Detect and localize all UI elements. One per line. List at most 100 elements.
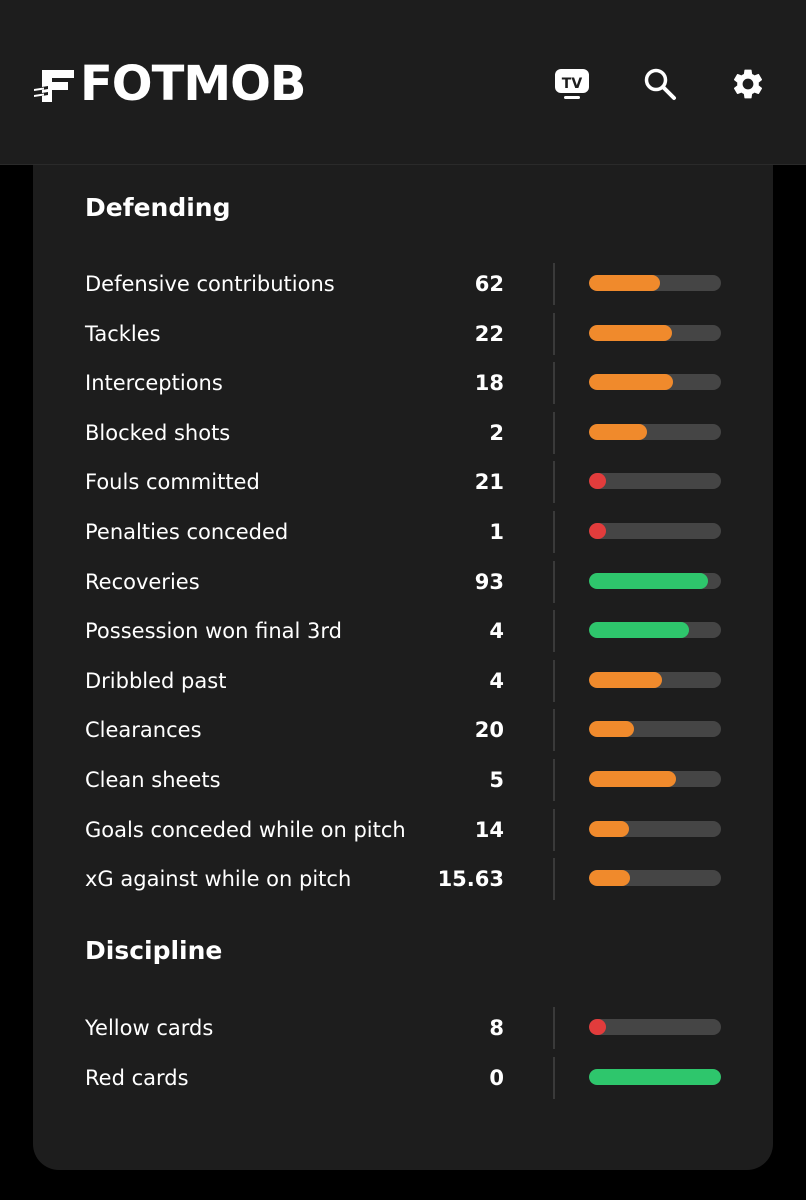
stat-label: Goals conceded while on pitch <box>85 817 406 842</box>
stat-value: 8 <box>489 1016 504 1040</box>
stat-label: Possession won final 3rd <box>85 619 342 644</box>
stat-value: 21 <box>474 470 504 495</box>
stat-label: Fouls committed <box>85 470 260 495</box>
stat-label: Red cards <box>85 1065 189 1090</box>
percentile-bar-fill <box>589 622 689 639</box>
stat-divider <box>553 610 555 653</box>
percentile-bar <box>589 473 721 490</box>
percentile-bar <box>589 374 721 391</box>
stat-row[interactable]: Fouls committed 21 <box>33 461 773 504</box>
stat-divider <box>553 560 555 603</box>
percentile-bar <box>589 820 721 837</box>
settings-button[interactable] <box>724 60 772 108</box>
tv-icon: TV <box>555 69 589 99</box>
percentile-bar-fill <box>589 523 606 539</box>
fotmob-logo[interactable]: FOTMOB <box>34 58 306 110</box>
stat-row[interactable]: Yellow cards 8 <box>33 1007 773 1049</box>
stat-label: Recoveries <box>85 569 200 594</box>
percentile-bar <box>589 771 721 787</box>
percentile-bar-fill <box>589 721 634 738</box>
stat-value: 15.63 <box>437 867 504 892</box>
percentile-bar <box>589 275 721 291</box>
section-title-defending: Defending <box>85 193 231 222</box>
percentile-bar <box>589 870 721 887</box>
stat-divider <box>553 312 555 355</box>
percentile-bar <box>589 622 721 639</box>
stat-label: xG against while on pitch <box>85 867 352 892</box>
stat-divider <box>553 362 555 405</box>
percentile-bar-fill <box>589 671 662 688</box>
stat-divider <box>553 461 555 504</box>
stat-value: 20 <box>474 718 504 743</box>
stat-value: 62 <box>474 272 504 296</box>
percentile-bar <box>589 671 721 688</box>
percentile-bar <box>589 324 721 341</box>
stat-row[interactable]: Red cards 0 <box>33 1056 773 1099</box>
stat-value: 93 <box>474 569 504 594</box>
stat-divider <box>553 709 555 752</box>
stat-row[interactable]: Dribbled past 4 <box>33 659 773 702</box>
percentile-bar-fill <box>589 870 630 887</box>
stats-card: Defending Defensive contributions 62 Tackl… <box>33 165 773 1170</box>
svg-text:TV: TV <box>562 76 583 92</box>
stat-label: Defensive contributions <box>85 272 335 296</box>
stat-value: 4 <box>489 668 504 693</box>
stat-label: Penalties conceded <box>85 520 289 544</box>
stat-row[interactable]: Clearances 20 <box>33 709 773 752</box>
percentile-bar-fill <box>589 1068 721 1085</box>
stat-value: 4 <box>489 619 504 644</box>
stat-row[interactable]: Possession won final 3rd 4 <box>33 610 773 653</box>
percentile-bar-fill <box>589 820 629 837</box>
percentile-bar-fill <box>589 572 708 589</box>
stat-divider <box>553 808 555 851</box>
stat-row[interactable]: Penalties conceded 1 <box>33 511 773 553</box>
percentile-bar <box>589 572 721 589</box>
stat-value: 5 <box>489 768 504 792</box>
stat-value: 22 <box>474 321 504 346</box>
section-title-discipline: Discipline <box>85 936 223 965</box>
stat-label: Blocked shots <box>85 420 231 445</box>
stat-value: 0 <box>489 1065 504 1090</box>
stat-label: Clearances <box>85 718 202 743</box>
tv-button[interactable]: TV <box>548 60 596 108</box>
stat-value: 18 <box>474 371 504 396</box>
percentile-bar-fill <box>589 275 660 291</box>
stat-divider <box>553 659 555 702</box>
stat-value: 14 <box>474 817 504 842</box>
stat-row[interactable]: Blocked shots 2 <box>33 411 773 454</box>
percentile-bar <box>589 423 721 440</box>
stat-divider <box>553 1056 555 1099</box>
stat-divider <box>553 411 555 454</box>
percentile-bar-fill <box>589 324 672 341</box>
percentile-bar-fill <box>589 374 673 391</box>
search-button[interactable] <box>636 60 684 108</box>
stat-label: Tackles <box>85 321 161 346</box>
percentile-bar-fill <box>589 1019 606 1035</box>
fotmob-logo-mark-icon <box>34 70 74 102</box>
settings-gear-icon <box>733 69 763 99</box>
stat-value: 1 <box>489 520 504 544</box>
stat-divider <box>553 759 555 801</box>
stat-value: 2 <box>489 420 504 445</box>
stat-row[interactable]: Interceptions 18 <box>33 362 773 405</box>
stat-label: Clean sheets <box>85 768 221 792</box>
stat-divider <box>553 858 555 901</box>
stat-row[interactable]: Goals conceded while on pitch 14 <box>33 808 773 851</box>
stat-row[interactable]: Clean sheets 5 <box>33 759 773 801</box>
percentile-bar <box>589 1019 721 1035</box>
logo-text: FOTMOB <box>80 56 306 112</box>
stat-row[interactable]: Recoveries 93 <box>33 560 773 603</box>
percentile-bar <box>589 721 721 738</box>
stat-row[interactable]: Tackles 22 <box>33 312 773 355</box>
top-actions: TV <box>508 60 772 108</box>
percentile-bar <box>589 1068 721 1085</box>
stat-label: Yellow cards <box>85 1016 214 1040</box>
stat-divider <box>553 511 555 553</box>
percentile-bar-fill <box>589 771 676 787</box>
stat-label: Dribbled past <box>85 668 227 693</box>
stat-row[interactable]: Defensive contributions 62 <box>33 263 773 305</box>
stat-row[interactable]: xG against while on pitch 15.63 <box>33 858 773 901</box>
stat-divider <box>553 1007 555 1049</box>
top-app-bar: FOTMOB TV <box>0 0 806 165</box>
percentile-bar <box>589 523 721 539</box>
